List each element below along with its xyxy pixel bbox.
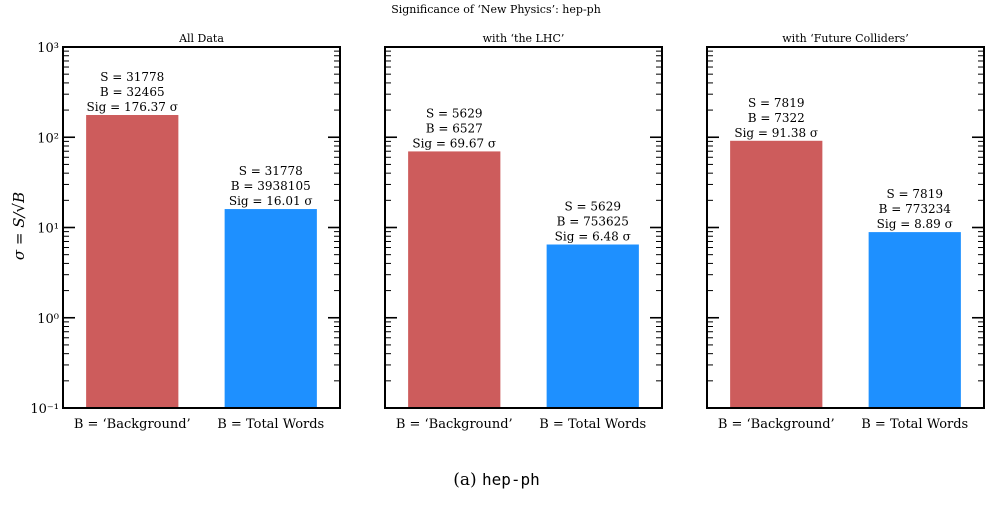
bar-annotation: Sig = 16.01 σ [229, 194, 313, 208]
bar-annotation: B = 773234 [879, 202, 952, 216]
y-tick-label: 10⁻¹ [30, 402, 59, 417]
bar-annotation: B = 32465 [100, 85, 165, 99]
bar-annotation: S = 31778 [239, 164, 303, 178]
y-tick-label: 10¹ [37, 222, 59, 237]
bar-annotation: B = 6527 [426, 121, 483, 135]
caption-code: hep-ph [482, 470, 540, 489]
figure-caption: (a) hep-ph [0, 470, 993, 490]
bar-annotation: S = 5629 [426, 106, 482, 120]
bar-annotation: Sig = 8.89 σ [877, 217, 953, 231]
panel-title: with ‘the LHC’ [483, 32, 565, 45]
total-words-bar [868, 232, 961, 408]
bar-annotation: S = 5629 [565, 200, 621, 214]
total-words-bar [224, 209, 317, 408]
y-axis-label: σ = S/√B [10, 192, 28, 260]
bar-annotation: B = 753625 [557, 215, 629, 229]
caption-prefix: (a) [453, 470, 477, 490]
x-tick-label: B = Total Words [217, 417, 324, 432]
bar-annotation: B = 3938105 [231, 179, 311, 193]
bar-annotation: Sig = 91.38 σ [734, 126, 818, 140]
background-bar [408, 151, 501, 409]
background-bar [730, 140, 823, 408]
x-tick-label: B = ‘Background’ [74, 417, 191, 432]
bar-annotation: S = 7819 [887, 187, 943, 201]
panel-title: All Data [178, 32, 224, 45]
x-tick-label: B = Total Words [539, 417, 646, 432]
y-tick-label: 10⁰ [37, 312, 59, 327]
background-bar [86, 115, 179, 409]
x-tick-label: B = ‘Background’ [718, 417, 835, 432]
plot-frame [384, 46, 663, 409]
bar-annotation: Sig = 6.48 σ [555, 230, 631, 244]
x-tick-label: B = Total Words [861, 417, 968, 432]
bar-annotation: Sig = 69.67 σ [412, 136, 496, 150]
y-tick-label: 10³ [37, 41, 59, 56]
bar-annotation: B = 7322 [748, 111, 805, 125]
bar-annotation: S = 31778 [100, 70, 164, 84]
x-tick-label: B = ‘Background’ [396, 417, 513, 432]
plot-frame [62, 46, 341, 409]
bar-annotation: S = 7819 [748, 96, 804, 110]
figure-suptitle: Significance of ‘New Physics’: hep-ph [391, 3, 601, 16]
significance-figure: Significance of ‘New Physics’: hep-ph σ … [10, 3, 985, 432]
bar-annotation: Sig = 176.37 σ [87, 100, 178, 114]
total-words-bar [546, 244, 639, 408]
panel-title: with ‘Future Colliders’ [782, 32, 908, 45]
plot-frame [706, 46, 985, 409]
y-tick-label: 10² [37, 131, 59, 146]
